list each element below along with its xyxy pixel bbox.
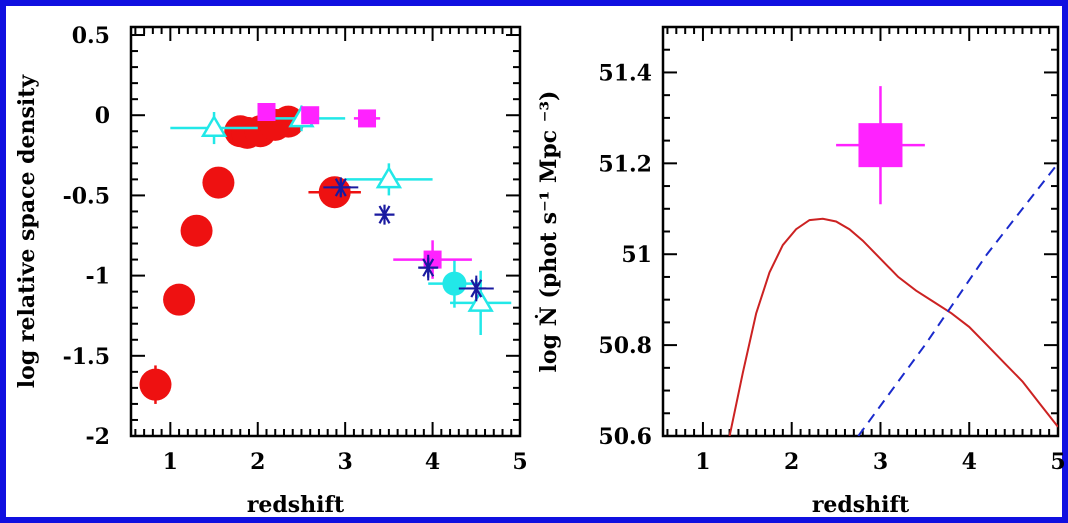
left-circle-marker — [163, 283, 196, 316]
left-y-tick-label: -1 — [86, 264, 110, 290]
left-square-marker — [358, 109, 377, 128]
right-solid-curve — [728, 217, 1058, 436]
left-x-tick-label: 3 — [338, 449, 353, 475]
right-data-point — [836, 86, 925, 205]
left-data-point — [257, 103, 276, 122]
left-triangle-marker — [200, 114, 228, 137]
left-circle-marker — [318, 176, 351, 209]
left-data-point — [428, 259, 481, 308]
left-x-tick-label: 4 — [425, 449, 440, 475]
left-data-point — [202, 166, 235, 199]
right-square-marker — [858, 123, 903, 168]
left-data-point — [301, 106, 320, 125]
left-data-point — [170, 112, 258, 145]
left-data-point — [353, 109, 381, 128]
left-square-marker — [257, 103, 276, 122]
left-y-tick-label: -2 — [86, 424, 110, 450]
left-data-point — [323, 177, 359, 198]
right-x-tick-label: 1 — [695, 449, 710, 475]
right-y-tick-label: 51.4 — [598, 60, 652, 86]
left-x-tick-label: 2 — [250, 449, 265, 475]
left-data-point — [308, 176, 361, 209]
left-data-layer — [139, 103, 512, 404]
right-y-axis-title: log Ṅ (phot s⁻¹ Mpc ⁻³) — [534, 91, 562, 373]
right-plot-frame — [661, 25, 1060, 438]
left-data-point — [345, 163, 433, 196]
right-x-tick-label: 4 — [962, 449, 977, 475]
left-y-tick-label: -0.5 — [63, 183, 110, 209]
left-triangle-marker — [467, 289, 494, 312]
right-y-tick-label: 50.8 — [598, 333, 652, 359]
right-y-tick-label: 51 — [621, 242, 652, 268]
right-panel: 1 2 3 4 5 51.4 51.2 51 50.8 50.6 redshift log Ṅ (ph… — [534, 25, 1066, 518]
right-dashed-curve — [857, 162, 1058, 436]
right-x-tick-label: 5 — [1050, 449, 1065, 475]
left-y-axis-title: log relative space density — [14, 74, 40, 389]
right-data-layer — [728, 86, 1058, 436]
right-x-tick-label: 2 — [784, 449, 799, 475]
left-circle-marker — [180, 214, 213, 247]
left-data-point — [139, 365, 172, 404]
left-circle-marker — [202, 166, 235, 199]
right-y-tick-label: 51.2 — [598, 151, 652, 177]
left-data-point — [180, 214, 213, 247]
left-data-point — [163, 283, 196, 316]
left-data-point — [458, 275, 494, 302]
left-x-axis-title: redshift — [247, 492, 345, 518]
left-square-marker — [301, 106, 320, 125]
left-y-tick-label: 0.5 — [72, 23, 110, 49]
right-x-tick-label: 3 — [873, 449, 888, 475]
left-data-point — [374, 204, 395, 225]
right-y-tick-label: 50.6 — [598, 424, 652, 450]
left-data-point — [418, 254, 439, 281]
left-x-tick-label: 5 — [512, 449, 527, 475]
left-circle-marker — [442, 271, 467, 296]
left-x-tick-label: 1 — [163, 449, 178, 475]
left-panel: 1 2 3 4 5 0.5 0 -0.5 -1 -1.5 -2 redshift log relativ… — [14, 23, 528, 518]
right-x-axis-title: redshift — [812, 492, 910, 518]
left-circle-marker — [272, 105, 305, 138]
left-circle-marker — [139, 368, 172, 401]
left-plot-frame — [129, 25, 522, 438]
left-y-tick-label: 0 — [95, 103, 110, 129]
left-triangle-marker — [375, 165, 403, 189]
left-y-tick-label: -1.5 — [63, 344, 110, 370]
